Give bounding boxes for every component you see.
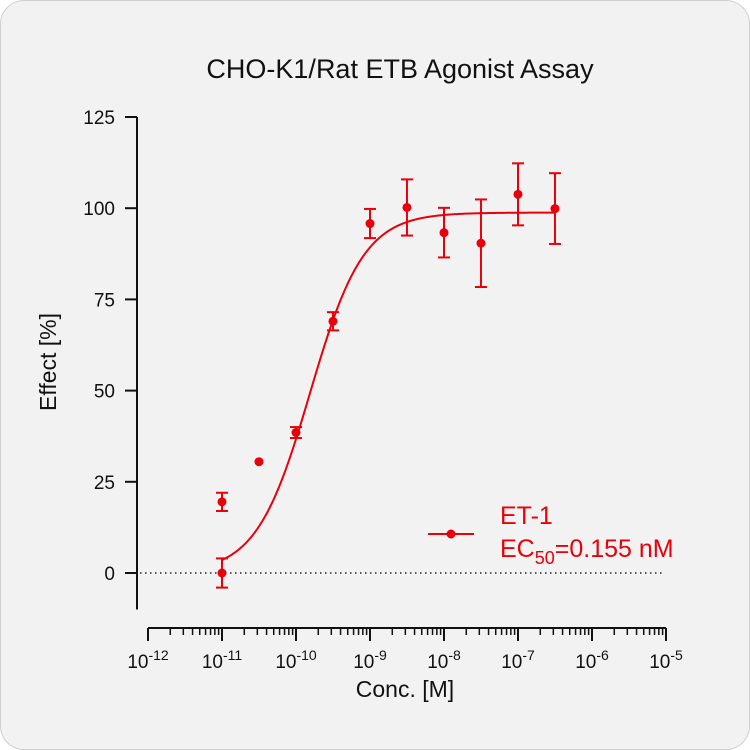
data-point — [476, 238, 486, 248]
legend-ec50-label: EC50=0.155 nM — [500, 535, 674, 568]
x-tick-label: 10-5 — [649, 647, 683, 673]
legend: ET-1 EC50=0.155 nM — [428, 502, 674, 568]
y-tick-label: 75 — [94, 290, 115, 311]
y-tick-label: 100 — [83, 199, 115, 220]
data-point — [217, 497, 227, 507]
data-point — [291, 428, 301, 438]
x-tick-label: 10-9 — [353, 647, 387, 673]
data-point-group — [400, 178, 413, 237]
x-tick-label: 10-7 — [501, 647, 535, 673]
data-point-group — [548, 172, 561, 245]
y-tick-label: 125 — [83, 108, 115, 129]
data-point — [328, 316, 338, 326]
data-point — [402, 202, 412, 212]
x-axis-title: Conc. [M] — [356, 676, 454, 702]
fit-curve — [221, 211, 555, 561]
y-tick-label: 50 — [94, 382, 115, 403]
x-tick-label: 10-10 — [275, 647, 317, 673]
data-point — [439, 228, 449, 238]
data-point-group — [438, 206, 450, 259]
y-tick-label: 0 — [104, 564, 115, 585]
data-point — [513, 189, 523, 199]
data-point — [365, 219, 375, 229]
data-point — [217, 568, 227, 578]
data-point — [254, 457, 264, 467]
x-tick-label: 10-6 — [575, 647, 609, 673]
ec50-suffix: =0.155 nM — [555, 535, 674, 563]
data-point-group — [326, 311, 339, 332]
x-tick-label: 10-11 — [202, 647, 243, 673]
legend-series-name: ET-1 — [500, 502, 553, 530]
data-point-group — [512, 162, 524, 227]
ec50-prefix: EC — [500, 535, 535, 563]
ec50-subscript: 50 — [535, 548, 555, 568]
legend-point-marker — [446, 529, 456, 539]
y-axis: 0 25 50 75 100 125 — [83, 108, 138, 610]
data-point-group — [216, 557, 228, 589]
data-points — [216, 162, 561, 589]
chart-title: CHO-K1/Rat ETB Agonist Assay — [206, 54, 594, 84]
x-axis: 10-12 10-11 10-10 10-9 10-8 10-7 10-6 10-5 — [127, 627, 683, 673]
data-point-group — [216, 491, 228, 512]
y-tick-label: 25 — [94, 473, 115, 494]
x-tick-label: 10-12 — [127, 647, 169, 673]
data-point-group — [290, 426, 302, 440]
fit-curve-path — [221, 211, 555, 561]
data-point — [550, 204, 560, 214]
x-tick-label: 10-8 — [427, 647, 461, 673]
y-axis-title: Effect [%] — [35, 313, 61, 411]
data-point-group — [364, 207, 376, 240]
data-point-group — [474, 198, 487, 288]
data-point-group — [254, 457, 264, 467]
